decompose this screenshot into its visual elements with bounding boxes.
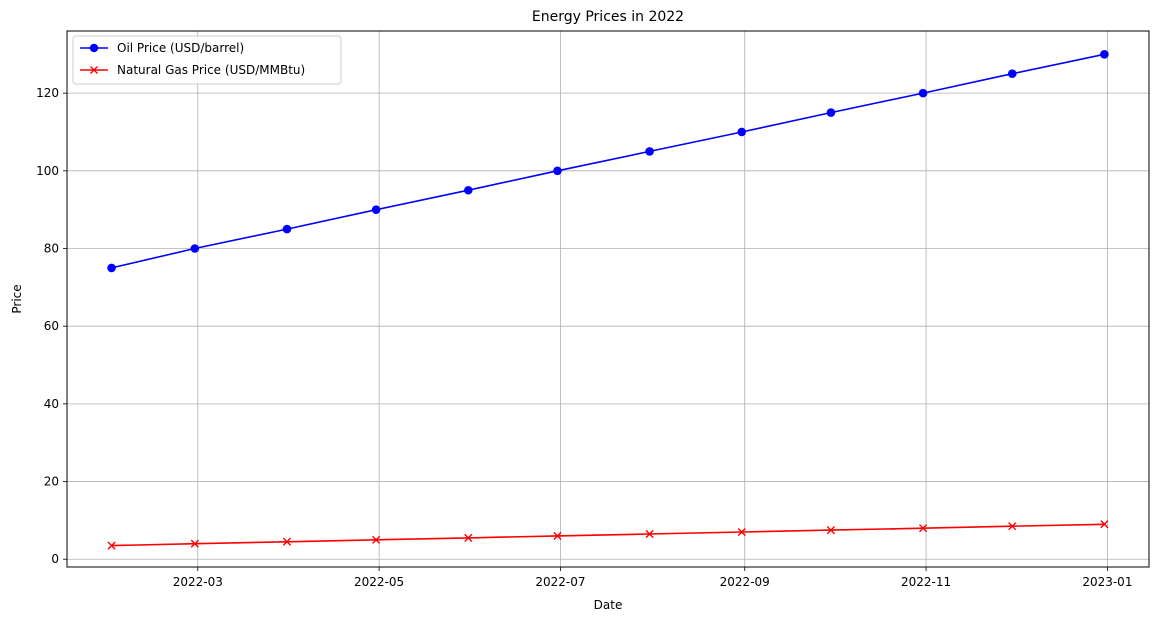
data-point: [826, 108, 836, 117]
data-point: [1008, 522, 1017, 531]
y-tick-label: 60: [44, 319, 59, 333]
x-tick-label: 2022-07: [535, 575, 585, 589]
data-point: [463, 185, 473, 195]
data-point: [464, 533, 473, 542]
data-point: [826, 526, 836, 535]
data-point: [107, 541, 116, 550]
data-point: [737, 527, 746, 537]
data-point: [737, 127, 747, 137]
series-line-0: [111, 53, 1105, 269]
series-line-1: [111, 523, 1105, 547]
data-point: [553, 531, 562, 541]
data-point: [1100, 50, 1109, 59]
x-tick-label: 2023-01: [1082, 575, 1132, 589]
data-point: [282, 537, 292, 546]
data-point: [1007, 69, 1017, 79]
x-tick-label: 2022-09: [720, 575, 770, 589]
chart-title: Energy Prices in 2022: [532, 9, 684, 25]
data-point: [372, 535, 381, 544]
y-axis-label: Price: [10, 284, 24, 313]
data-point: [645, 529, 654, 539]
data-point: [918, 88, 928, 98]
data-point: [918, 524, 928, 533]
y-tick-label: 0: [51, 552, 59, 566]
data-point: [190, 244, 200, 253]
plot-frame: [66, 30, 1150, 568]
data-point: [1100, 520, 1109, 529]
data-point: [282, 224, 292, 234]
legend-oil-label: Oil Price (USD/barrel): [117, 41, 244, 55]
data-point: [107, 263, 116, 273]
data-point: [371, 205, 381, 214]
legend-box: [72, 35, 342, 85]
legend-oil-marker-icon: [89, 43, 99, 53]
y-tick-label: 120: [36, 86, 59, 100]
y-tick-label: 40: [44, 397, 59, 411]
legend: Oil Price (USD/barrel) Natural Gas Price…: [72, 35, 342, 85]
y-axis-ticks: 0 20 40 60 80 100 120: [36, 86, 67, 566]
data-point: [190, 539, 199, 548]
x-tick-label: 2022-05: [354, 575, 404, 589]
x-axis-label: Date: [594, 598, 623, 612]
plot-background: [67, 31, 1149, 567]
data-point: [645, 147, 654, 156]
x-tick-label: 2022-11: [901, 575, 951, 589]
legend-gas-label: Natural Gas Price (USD/MMBtu): [117, 63, 305, 77]
x-axis-ticks: 2022-03 2022-05 2022-07 2022-09 2022-11 2023-…: [173, 567, 1132, 589]
y-tick-label: 80: [44, 242, 59, 256]
y-tick-label: 100: [36, 164, 59, 178]
legend-gas-marker-icon: [90, 66, 98, 74]
grid-lines: [67, 31, 1149, 567]
x-tick-label: 2022-03: [173, 575, 223, 589]
series-layer: [107, 50, 1109, 550]
data-point: [553, 166, 562, 176]
y-tick-label: 20: [44, 475, 59, 489]
